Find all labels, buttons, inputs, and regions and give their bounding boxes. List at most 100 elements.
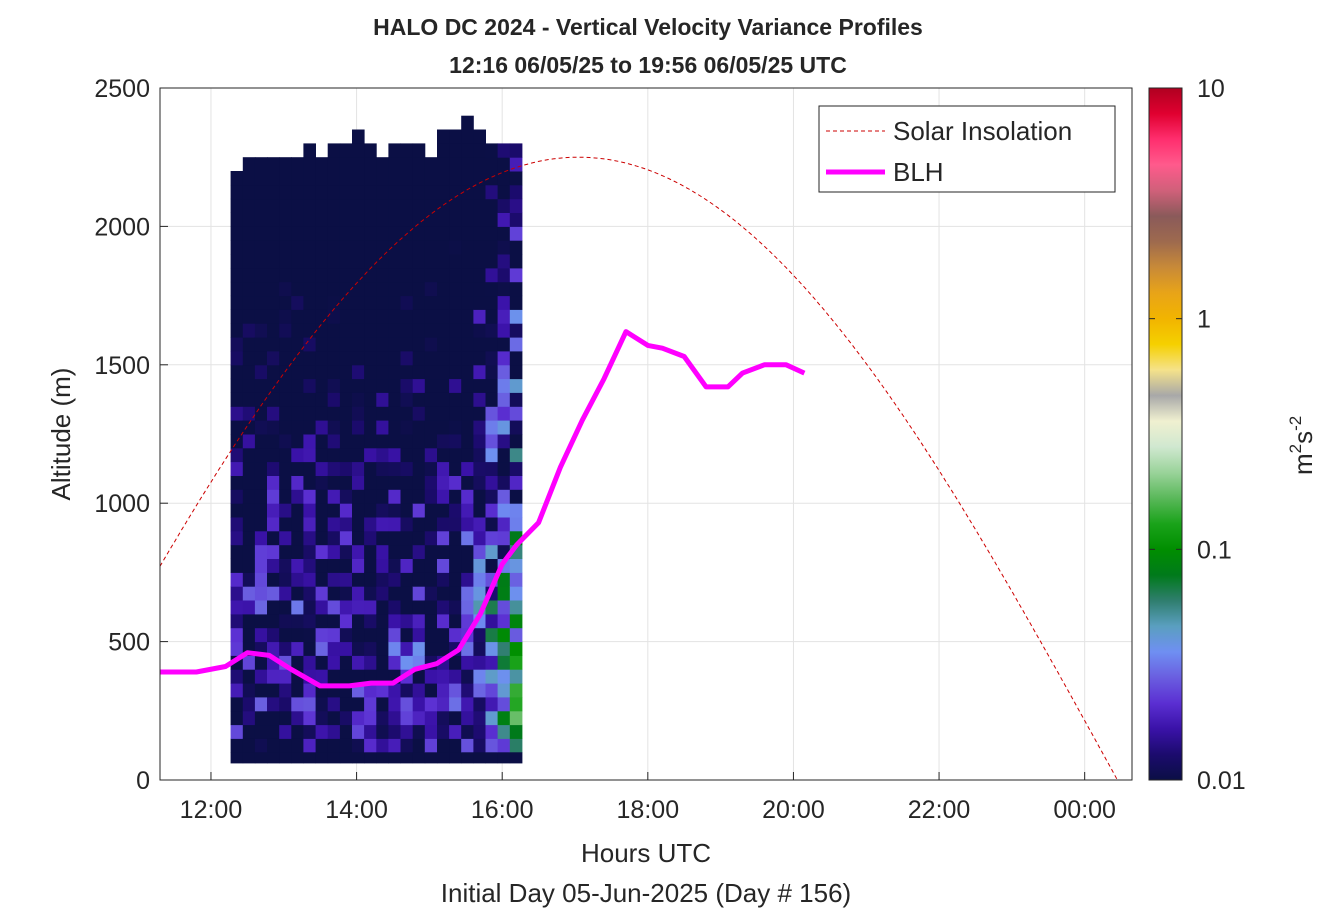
heatmap-cell [509, 475, 523, 490]
heatmap-cell [485, 724, 499, 739]
heatmap-cell [437, 669, 450, 684]
heatmap-cell [327, 669, 341, 684]
heatmap-cell [461, 530, 474, 546]
heatmap-cell [473, 129, 486, 144]
heatmap-cell [509, 406, 523, 421]
heatmap-cell [424, 544, 438, 559]
heatmap-cell [400, 683, 414, 698]
heatmap-cell [364, 184, 377, 200]
heatmap-cell [254, 434, 268, 449]
heatmap-cell [303, 530, 316, 546]
heatmap-cell [449, 627, 462, 643]
heatmap-cell [279, 697, 292, 712]
heatmap-cell [497, 364, 511, 380]
heatmap-cell [364, 323, 377, 338]
heatmap-cell [412, 392, 426, 407]
heatmap-cell [437, 724, 450, 739]
heatmap-cell [291, 738, 304, 753]
heatmap-cell [279, 337, 292, 352]
heatmap-cell [254, 517, 268, 532]
heatmap-cell [315, 157, 329, 172]
heatmap-cell [412, 627, 426, 643]
heatmap-cell [424, 613, 438, 629]
heatmap-cell [242, 669, 256, 684]
colorbar-tick-label: 0.01 [1197, 767, 1246, 795]
heatmap-cell [485, 697, 499, 712]
y-tick-label: 2500 [94, 75, 150, 103]
heatmap-cell [279, 226, 292, 241]
heatmap-cell [376, 392, 389, 407]
heatmap-cell [230, 378, 244, 393]
heatmap-cell [254, 558, 268, 573]
heatmap-cell [279, 323, 292, 338]
heatmap-cell [473, 530, 486, 546]
heatmap-cell [509, 378, 523, 393]
heatmap-cell [376, 572, 389, 587]
heatmap-cell [461, 226, 474, 241]
heatmap-cell [509, 655, 523, 670]
heatmap-cell [327, 641, 341, 656]
heatmap-cell [485, 309, 499, 324]
heatmap-cell [437, 558, 450, 573]
heatmap-cell [242, 752, 256, 764]
heatmap-cell [230, 558, 244, 573]
heatmap-cell [339, 184, 353, 200]
heatmap-cell [279, 309, 292, 324]
heatmap-cell [254, 267, 268, 283]
heatmap-cell [279, 420, 292, 435]
heatmap-cell [473, 309, 486, 324]
heatmap-cell [509, 683, 523, 698]
heatmap-cell [376, 309, 389, 324]
heatmap-cell [412, 351, 426, 366]
heatmap-cell [254, 157, 268, 172]
heatmap-cell [267, 558, 280, 573]
heatmap-cell [315, 378, 329, 393]
heatmap-cell [400, 281, 414, 297]
heatmap-cell [339, 143, 353, 158]
heatmap-cell [509, 267, 523, 283]
heatmap-cell [267, 309, 280, 324]
heatmap-cell [388, 517, 401, 532]
heatmap-cell [461, 184, 474, 200]
heatmap-cell [461, 517, 474, 532]
heatmap-cell [388, 254, 401, 269]
heatmap-cell [424, 517, 438, 532]
heatmap-cell [497, 489, 511, 504]
heatmap-cell [400, 627, 414, 643]
heatmap-cell [412, 337, 426, 352]
heatmap-cell [230, 434, 244, 449]
colorbar-label-sup2: -2 [1286, 416, 1305, 431]
heatmap-cell [412, 586, 426, 601]
heatmap-cell [364, 198, 377, 213]
heatmap-cell [376, 351, 389, 366]
heatmap-cell [242, 337, 256, 352]
heatmap-cell [461, 461, 474, 476]
heatmap-cell [437, 517, 450, 532]
heatmap-cell [230, 738, 244, 753]
heatmap-cell [437, 600, 450, 615]
heatmap-cell [461, 281, 474, 297]
heatmap-cell [230, 530, 244, 546]
heatmap-cell [412, 157, 426, 172]
heatmap-cell [497, 171, 511, 186]
x-tick-label: 22:00 [908, 796, 971, 824]
heatmap-cell [485, 337, 499, 352]
heatmap-cell [242, 309, 256, 324]
heatmap-cell [291, 434, 304, 449]
heatmap-cell [339, 572, 353, 587]
heatmap-cell [339, 503, 353, 518]
heatmap-cell [376, 226, 389, 241]
heatmap-cell [449, 738, 462, 753]
heatmap-cell [327, 544, 341, 559]
heatmap-cell [400, 295, 414, 310]
heatmap-cell [473, 572, 486, 587]
x-tick-label: 16:00 [471, 796, 534, 824]
heatmap-cell [497, 475, 511, 490]
heatmap-cell [291, 489, 304, 504]
heatmap-cell [352, 254, 365, 269]
heatmap-cell [485, 254, 499, 269]
heatmap-cell [473, 558, 486, 573]
heatmap-cell [424, 254, 438, 269]
heatmap-cell [279, 724, 292, 739]
heatmap-cell [437, 337, 450, 352]
